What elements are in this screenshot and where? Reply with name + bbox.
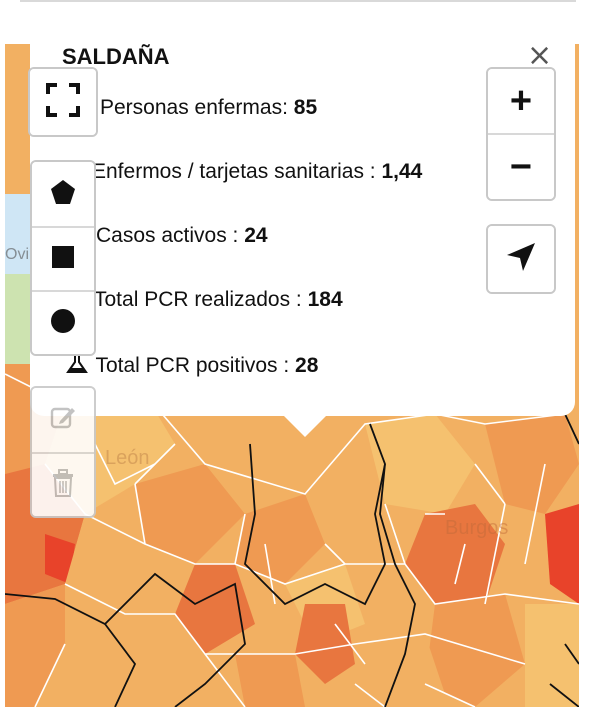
zoom-out-button[interactable]: − [488,133,554,199]
region[interactable] [485,414,579,514]
popup-row-pcr-positivos: Total PCR positivos : 28 [64,352,318,378]
region[interactable] [65,514,145,644]
region[interactable] [405,504,505,604]
row-value: 184 [307,288,343,311]
region[interactable] [5,584,65,707]
top-divider [20,0,576,2]
edit-layers-button[interactable] [32,388,94,452]
edit-icon [49,404,77,437]
region[interactable] [295,604,355,684]
fullscreen-icon [45,82,81,123]
row-label: Total PCR positivos : [95,354,296,377]
popup-rows: Personas enfermas: 85 Enfermos / tarjeta… [30,44,522,416]
province-borders [5,403,579,707]
row-label: Casos activos : [96,224,245,247]
region-highlight-red[interactable] [545,504,579,604]
row-value: 1,44 [381,160,423,183]
polygon-icon [48,177,78,212]
region[interactable] [235,494,325,584]
popup-row-enfermos-tarjetas: Enfermos / tarjetas sanitarias : 1,44 [92,160,422,184]
popup-row-casos-activos: Casos activos : 24 [96,224,268,248]
row-value: 28 [295,354,319,377]
locate-control [486,224,556,294]
municipal-borders [5,373,579,707]
flask-icon [64,353,95,377]
row-label: Enfermos / tarjetas sanitarias : [92,160,382,183]
region[interactable] [235,654,305,707]
draw-polygon-button[interactable] [32,162,94,226]
map-label-burgos: Burgos [445,517,508,539]
edit-toolbar [30,386,96,518]
draw-circle-button[interactable] [32,290,94,354]
region[interactable] [135,464,245,564]
trash-icon [51,468,75,502]
fullscreen-control [28,67,98,137]
circle-icon [49,307,77,340]
row-label: Total PCR realizados : [94,288,308,311]
fullscreen-button[interactable] [30,69,96,135]
row-label: Personas enfermas: [100,96,294,119]
row-value: 85 [293,96,318,119]
map-label-oviedo: Ovi [5,246,29,263]
region[interactable] [365,414,475,514]
region[interactable] [525,604,579,707]
region[interactable] [425,594,525,707]
region-highlight-red[interactable] [45,534,75,584]
rectangle-icon [50,244,76,275]
region[interactable] [355,634,445,707]
delete-layers-button[interactable] [32,452,94,516]
draw-rectangle-button[interactable] [32,226,94,290]
popup-row-pcr-realizados: Total PCR realizados : 184 [94,288,343,312]
popup-row-personas-enfermas: Personas enfermas: 85 [100,96,317,120]
locate-button[interactable] [488,226,554,292]
draw-toolbar [30,160,96,356]
popup-title: SALDAÑA [62,44,170,69]
map-label-leon: León [105,447,150,469]
zoom-control: + − [486,67,556,201]
locate-arrow-icon [504,240,538,279]
zoom-in-button[interactable]: + [488,69,554,133]
popup-pointer [283,415,327,437]
row-value: 24 [244,224,268,247]
